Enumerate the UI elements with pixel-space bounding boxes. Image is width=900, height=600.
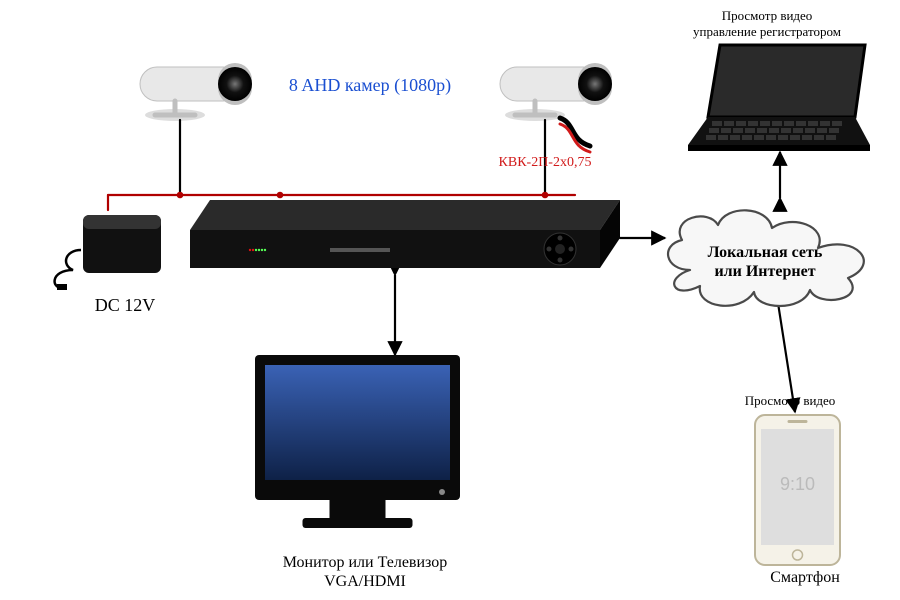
label-title: 8 AHD камер (1080p) [265, 75, 475, 97]
label-psu: DC 12V [80, 295, 170, 317]
svg-text:9:10: 9:10 [780, 474, 815, 494]
camera-icon [140, 63, 252, 121]
psu-icon [55, 215, 161, 290]
coax-icon [560, 118, 590, 152]
laptop-icon [688, 45, 870, 151]
dvr-icon [190, 200, 620, 268]
phone-icon: 9:10 [755, 415, 840, 565]
label-monitor: Монитор или Телевизор VGA/HDMI [250, 553, 480, 591]
monitor-icon [255, 355, 460, 528]
label-cable: КВК-2П-2х0,75 [485, 155, 605, 172]
label-phoneBottom: Смартфон [750, 568, 860, 587]
label-laptop: Просмотр видео управление регистратором [652, 8, 882, 39]
arrows-group [395, 152, 795, 412]
nodes-group: 9:10 [55, 45, 870, 565]
camera-icon [500, 63, 612, 121]
label-phoneTop: Просмотр видео [720, 393, 860, 409]
label-cloud: Локальная сеть или Интернет [680, 243, 850, 281]
